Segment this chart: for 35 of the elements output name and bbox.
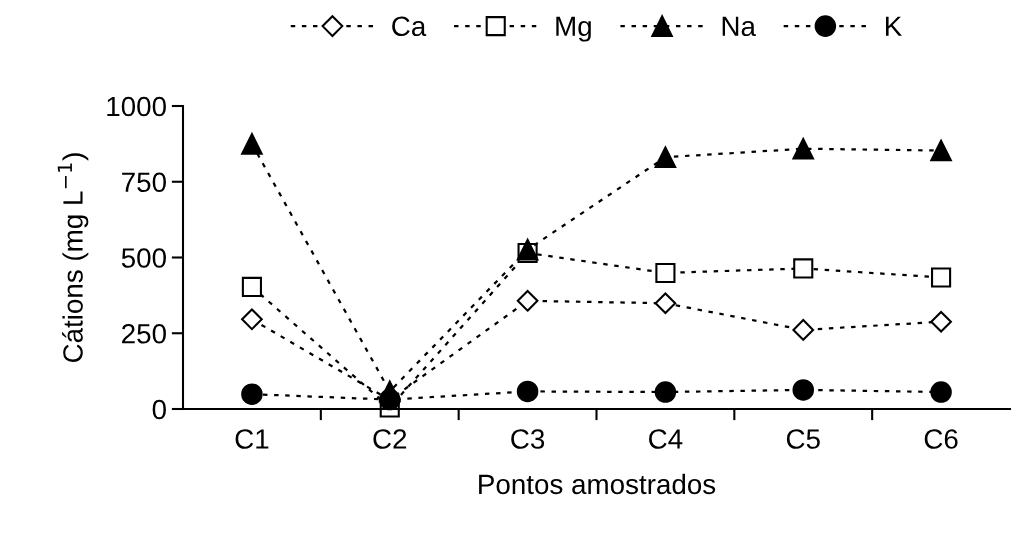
point (516, 380, 539, 403)
y-tick-label: 500 (121, 248, 166, 268)
y-tick-label: 1000 (107, 96, 166, 117)
point (792, 379, 815, 401)
point (654, 292, 677, 315)
x-tick-label: C2 (373, 429, 407, 449)
y-tick-label: 250 (122, 323, 166, 344)
x-axis-title: Pontos amostrados (479, 473, 716, 495)
point (792, 137, 815, 160)
point (654, 146, 677, 168)
x-tick-label: C3 (511, 429, 545, 449)
point (655, 262, 676, 284)
point (930, 139, 952, 162)
point (241, 383, 263, 405)
point (793, 258, 814, 279)
y-tick-label: 0 (152, 399, 166, 420)
x-tick-label: C6 (924, 429, 958, 449)
legend-label: Ca (392, 16, 427, 37)
point (241, 308, 263, 331)
point (241, 276, 262, 297)
point (654, 381, 677, 403)
x-tick-label: C1 (235, 429, 269, 449)
y-axis-title: Cátions (mg L$^{−1}$) (57, 153, 89, 363)
legend-label: K (885, 16, 902, 36)
legend-label: Mg (556, 16, 591, 42)
x-tick-label: C4 (649, 429, 683, 449)
x-tick-label: C5 (786, 429, 820, 449)
point (930, 310, 952, 333)
point (241, 133, 263, 155)
point (931, 267, 952, 288)
point (930, 381, 952, 403)
y-tick-label: 750 (122, 172, 166, 193)
point (792, 319, 815, 341)
point (516, 289, 539, 312)
legend-label: Na (722, 16, 756, 37)
